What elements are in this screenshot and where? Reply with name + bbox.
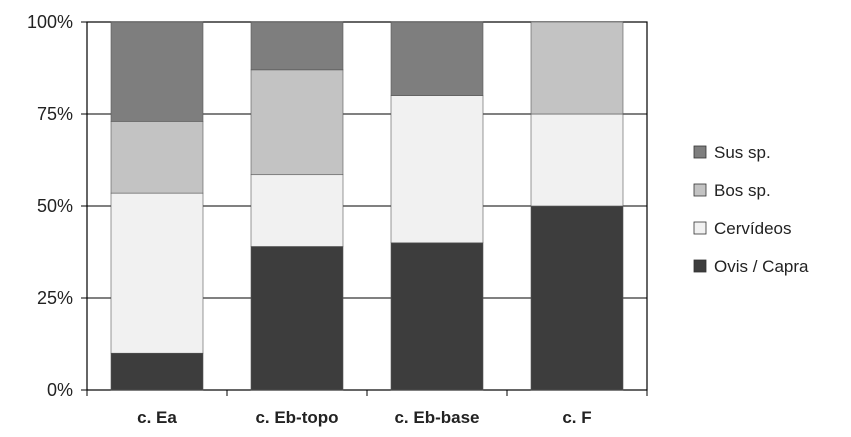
legend-label: Bos sp. — [714, 181, 771, 200]
x-axis: c. Ea c. Eb-topo c. Eb-base c. F — [86, 390, 648, 427]
plot-area — [86, 21, 648, 391]
bar-segment — [250, 246, 344, 391]
legend-label: Sus sp. — [714, 143, 771, 162]
legend-swatch — [693, 259, 707, 273]
legend-swatch — [693, 221, 707, 235]
y-axis: 0% 25% 50% 75% 100% — [27, 12, 87, 400]
y-tick-label: 25% — [37, 288, 73, 308]
bar-segment — [110, 121, 204, 194]
y-tick-label: 100% — [27, 12, 73, 32]
x-tick-label: c. Eb-base — [394, 408, 479, 427]
y-tick-label: 75% — [37, 104, 73, 124]
bar-segment — [390, 242, 484, 391]
bar-segment — [530, 21, 624, 115]
bar-segment — [110, 352, 204, 391]
bar-segment — [390, 21, 484, 96]
legend-label: Ovis / Capra — [714, 257, 809, 276]
bar-segment — [110, 192, 204, 354]
x-tick-label: c. Ea — [137, 408, 177, 427]
bar-segment — [250, 174, 344, 247]
bar-segment — [390, 95, 484, 244]
legend-swatch — [693, 145, 707, 159]
bar-segment — [110, 21, 204, 122]
x-tick-label: c. F — [562, 408, 591, 427]
legend-swatch — [693, 183, 707, 197]
bar-segment — [530, 205, 624, 391]
legend-label: Cervídeos — [714, 219, 791, 238]
legend: Sus sp. Bos sp. Cervídeos Ovis / Capra — [693, 143, 809, 276]
y-tick-label: 0% — [47, 380, 73, 400]
x-tick-label: c. Eb-topo — [255, 408, 338, 427]
bar-segment — [250, 69, 344, 176]
y-tick-label: 50% — [37, 196, 73, 216]
bar-segment — [250, 21, 344, 71]
bar-segment — [530, 113, 624, 207]
